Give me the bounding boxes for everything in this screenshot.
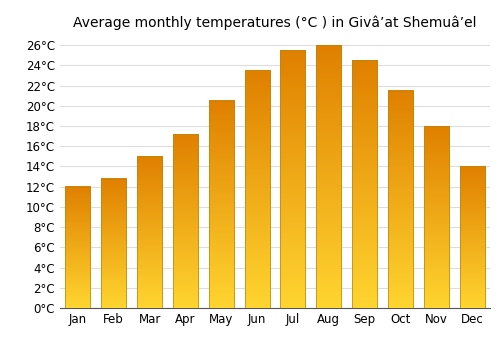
Bar	[352, 60, 377, 308]
Bar	[208, 101, 234, 308]
Bar	[280, 50, 305, 308]
Bar	[173, 134, 198, 308]
Bar	[137, 156, 162, 308]
Title: Average monthly temperatures (°C ) in Givâʼat Shemuâʼel: Average monthly temperatures (°C ) in Gi…	[73, 15, 477, 30]
Bar	[424, 126, 449, 308]
Bar	[280, 50, 305, 308]
Bar	[208, 101, 234, 308]
Bar	[316, 45, 342, 308]
Bar	[388, 91, 413, 308]
Bar	[460, 167, 484, 308]
Bar	[66, 187, 90, 308]
Bar	[460, 167, 484, 308]
Bar	[244, 70, 270, 308]
Bar	[424, 126, 449, 308]
Bar	[244, 70, 270, 308]
Bar	[316, 45, 342, 308]
Bar	[388, 91, 413, 308]
Bar	[352, 60, 377, 308]
Bar	[137, 156, 162, 308]
Bar	[101, 178, 126, 308]
Bar	[173, 134, 198, 308]
Bar	[66, 187, 90, 308]
Bar	[101, 178, 126, 308]
